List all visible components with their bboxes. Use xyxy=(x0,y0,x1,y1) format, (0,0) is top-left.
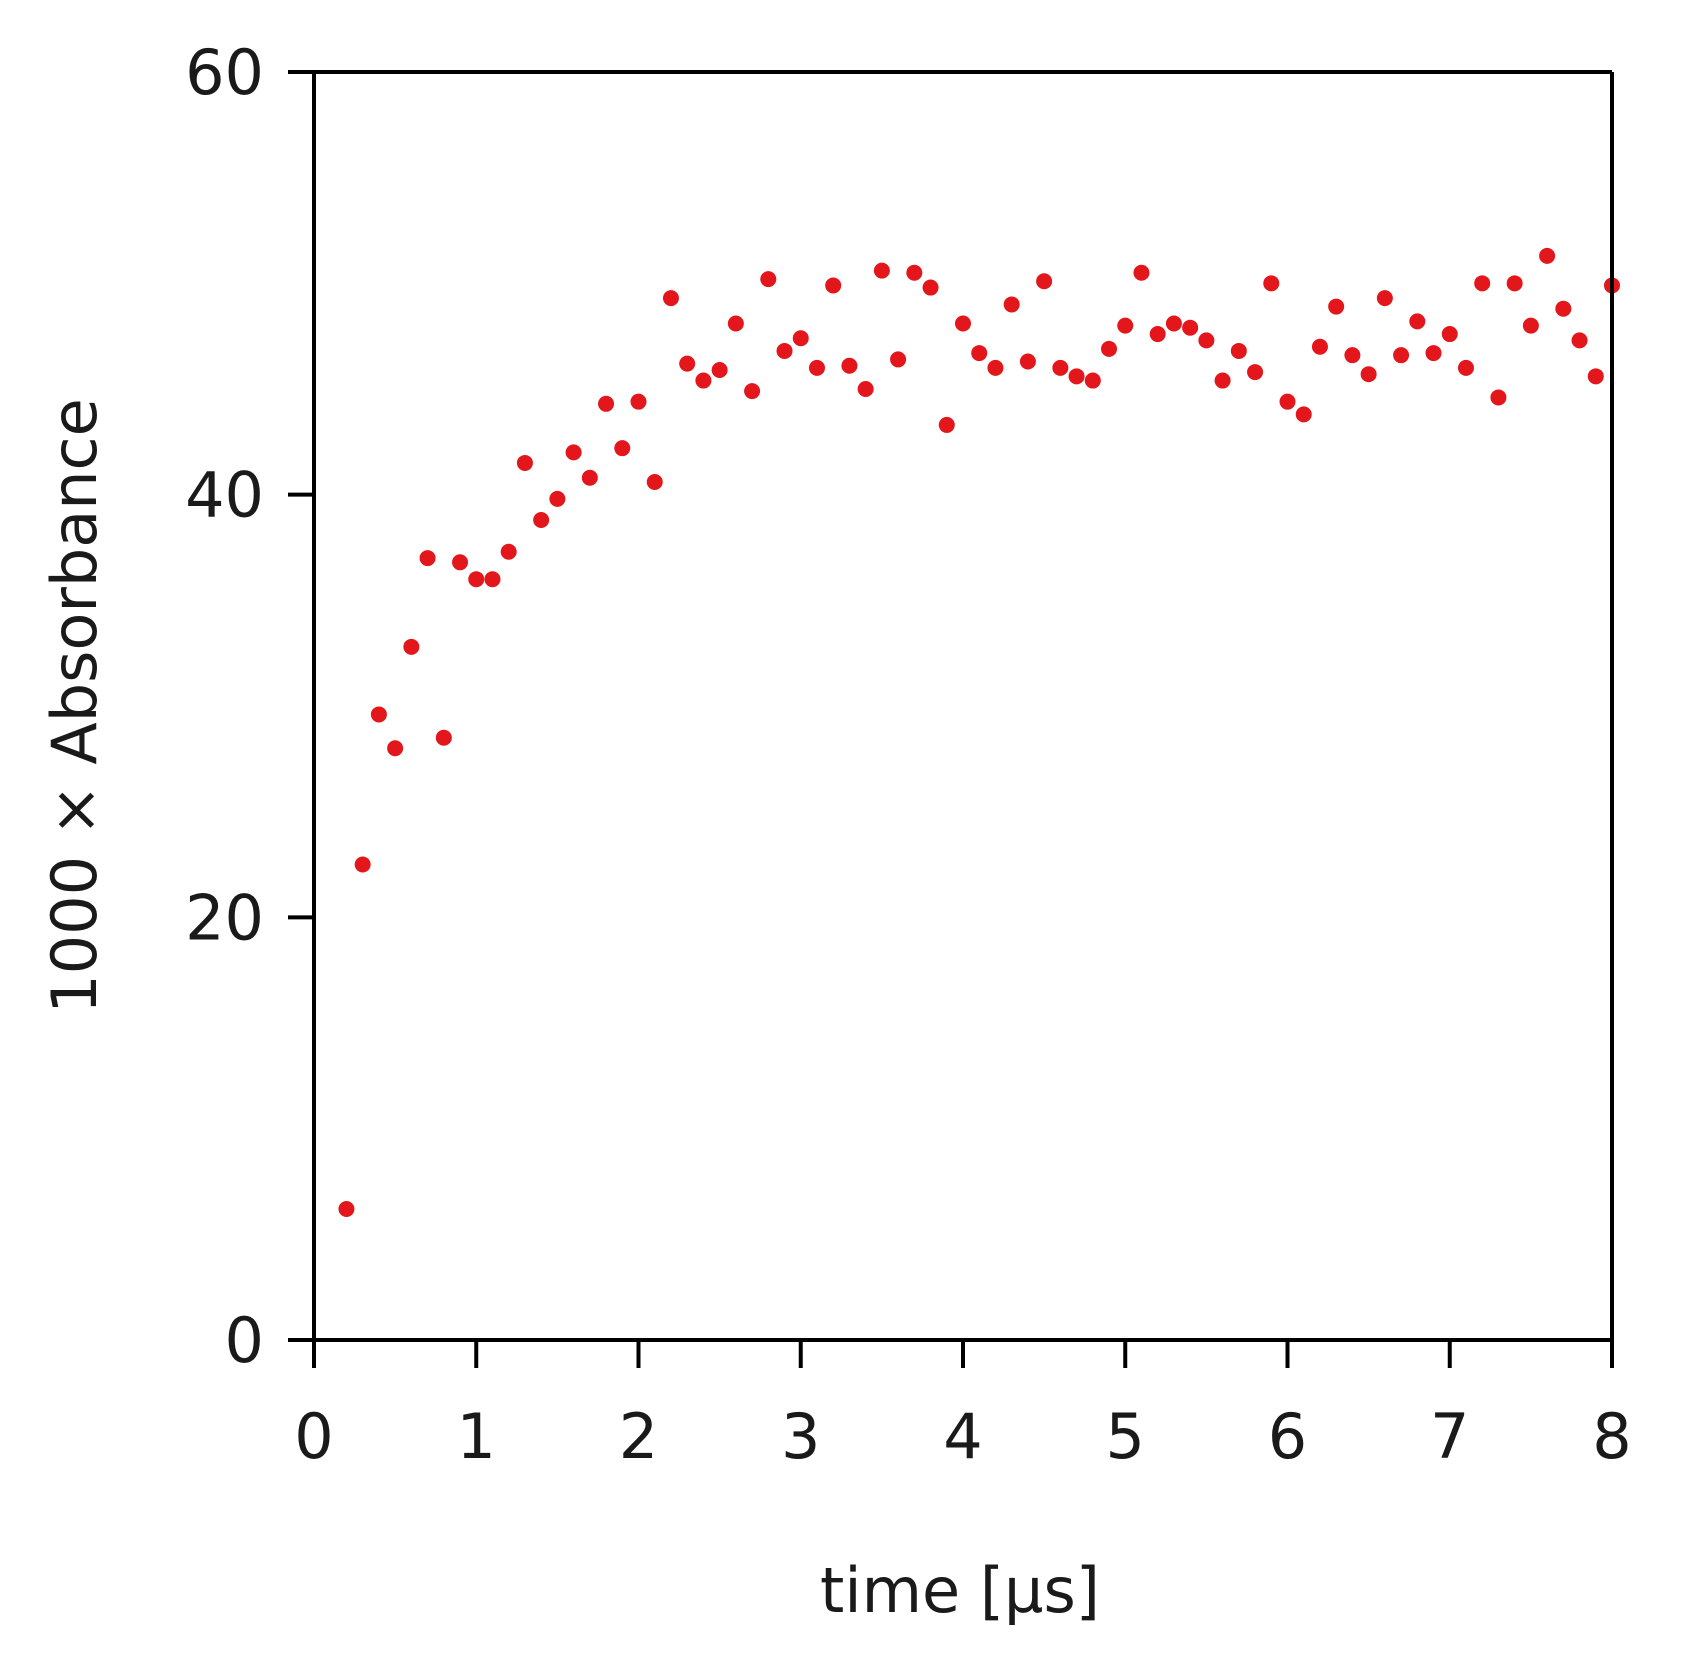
x-axis-title: time [µs] xyxy=(820,1554,1100,1627)
y-axis-ticks: 0 20 40 60 xyxy=(185,36,314,1377)
data-point xyxy=(1198,332,1215,349)
x-tick-label: 3 xyxy=(781,1400,820,1473)
data-point xyxy=(1165,315,1182,332)
data-point xyxy=(776,342,793,359)
data-point xyxy=(857,381,874,397)
plot-area xyxy=(314,72,1612,1340)
data-point xyxy=(1474,275,1491,292)
data-point xyxy=(1117,317,1134,334)
data-point xyxy=(1182,319,1199,336)
x-tick-label: 1 xyxy=(457,1400,496,1473)
data-point xyxy=(792,330,809,347)
data-point xyxy=(1441,326,1458,343)
x-tick-label: 6 xyxy=(1268,1400,1307,1473)
data-point xyxy=(1555,300,1572,317)
y-tick-label: 60 xyxy=(185,36,264,109)
x-tick-label: 8 xyxy=(1592,1400,1631,1473)
data-point xyxy=(1230,342,1247,359)
data-point xyxy=(938,416,955,433)
data-point xyxy=(338,1200,355,1217)
data-point xyxy=(1214,372,1231,389)
data-point xyxy=(1522,317,1539,334)
data-point xyxy=(906,264,923,281)
data-point xyxy=(598,395,615,412)
data-point xyxy=(727,315,744,332)
data-point xyxy=(1571,332,1588,349)
data-point xyxy=(760,271,777,288)
y-tick-label: 20 xyxy=(185,881,264,954)
data-point xyxy=(1133,264,1150,281)
data-point xyxy=(1036,273,1053,290)
data-point xyxy=(565,444,582,461)
data-point xyxy=(890,351,907,368)
data-point xyxy=(1409,313,1426,330)
data-point xyxy=(1019,353,1036,370)
y-tick-label: 40 xyxy=(185,459,264,532)
x-tick-label: 5 xyxy=(1106,1400,1145,1473)
data-point xyxy=(922,279,939,296)
x-tick-label: 2 xyxy=(619,1400,658,1473)
data-point xyxy=(1344,347,1361,364)
data-point xyxy=(1328,298,1345,315)
data-point xyxy=(1263,275,1280,292)
data-point xyxy=(1506,275,1523,292)
data-point xyxy=(646,473,663,490)
data-point xyxy=(516,454,533,471)
data-point xyxy=(662,290,679,307)
y-axis-title: 1000 × Absorbance xyxy=(38,398,111,1014)
data-point xyxy=(873,262,890,279)
data-point xyxy=(1539,247,1556,264)
x-axis-ticks: 0 1 2 3 4 5 6 7 8 xyxy=(294,1340,1632,1473)
data-point xyxy=(971,345,988,362)
x-tick-label: 7 xyxy=(1430,1400,1469,1473)
data-point xyxy=(1425,345,1442,362)
data-points xyxy=(338,247,1620,1217)
data-point xyxy=(435,729,452,746)
data-point xyxy=(468,571,485,588)
data-point xyxy=(955,315,971,332)
data-point xyxy=(452,554,469,571)
data-point xyxy=(1376,290,1393,307)
data-point xyxy=(1084,372,1101,389)
data-point xyxy=(1052,359,1069,376)
data-point xyxy=(1311,338,1328,355)
data-point xyxy=(354,856,371,873)
data-point xyxy=(614,440,631,457)
data-point xyxy=(533,512,550,529)
data-point xyxy=(1295,406,1312,423)
data-point xyxy=(1279,393,1296,410)
data-point xyxy=(825,277,842,294)
data-point xyxy=(679,355,696,372)
data-point xyxy=(1457,359,1474,376)
data-point xyxy=(1393,347,1410,364)
data-point xyxy=(370,706,387,723)
data-point xyxy=(695,372,712,389)
data-point xyxy=(549,490,566,507)
data-point xyxy=(387,740,404,757)
data-point xyxy=(484,571,501,588)
x-tick-label: 0 xyxy=(294,1400,333,1473)
data-point xyxy=(403,638,420,655)
data-point xyxy=(1149,326,1166,343)
data-point xyxy=(1068,368,1085,385)
data-point xyxy=(987,359,1004,376)
data-point xyxy=(744,383,761,400)
data-point xyxy=(841,357,858,374)
data-point xyxy=(1587,368,1604,385)
x-tick-label: 4 xyxy=(943,1400,982,1473)
data-point xyxy=(1247,364,1264,381)
data-point xyxy=(1101,340,1118,357)
data-point xyxy=(1360,366,1377,383)
data-point xyxy=(581,469,598,486)
data-point xyxy=(419,550,436,567)
data-point xyxy=(711,361,728,378)
data-point xyxy=(1003,296,1020,313)
data-point xyxy=(808,359,825,376)
data-point xyxy=(1490,389,1507,406)
y-tick-label: 0 xyxy=(225,1304,264,1377)
data-point xyxy=(630,393,647,410)
data-point xyxy=(500,543,517,560)
